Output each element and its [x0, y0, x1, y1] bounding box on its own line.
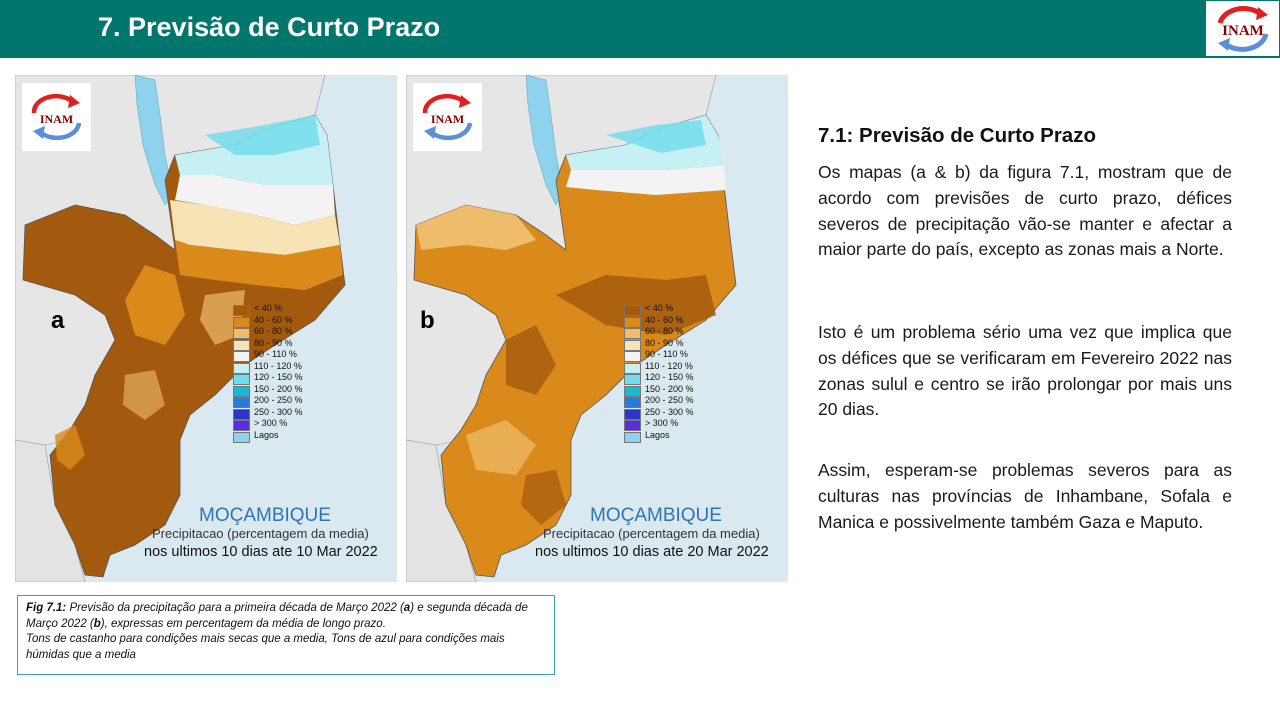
- map-subtitle: Precipitacao (percentagem da media): [543, 526, 760, 541]
- map-subtitle: Precipitacao (percentagem da media): [152, 526, 369, 541]
- caption-legend-note: Tons de castanho para condições mais sec…: [26, 633, 505, 661]
- map-period: nos ultimos 10 dias ate 20 Mar 2022: [535, 544, 769, 560]
- map-inam-logo: INAM: [413, 83, 482, 151]
- map-letter: b: [420, 307, 435, 334]
- paragraph-2: Isto é um problema sério uma vez que imp…: [818, 322, 1232, 420]
- paragraph-3: Assim, esperam-se problemas severos para…: [818, 460, 1232, 532]
- svg-text:INAM: INAM: [40, 112, 73, 126]
- map-country-title: MOÇAMBIQUE: [199, 505, 331, 526]
- map-period: nos ultimos 10 dias ate 10 Mar 2022: [144, 544, 378, 560]
- header-bar: 7. Previsão de Curto Prazo INAM: [0, 0, 1280, 58]
- map-inam-logo: INAM: [22, 83, 91, 151]
- inam-logo-text: INAM: [1222, 23, 1264, 39]
- section-title: 7.1: Previsão de Curto Prazo: [818, 124, 1096, 147]
- map-panel-b: INAM b < 40 % 40 - 60 % 60 - 80 % 80 - 9…: [406, 75, 788, 582]
- caption-label: Fig 7.1:: [26, 602, 67, 614]
- map-panel-a: INAM a < 40 % 40 - 60 % 60 - 80 % 80 - 9…: [15, 75, 397, 582]
- map-country-title: MOÇAMBIQUE: [590, 505, 722, 526]
- paragraph-1: Os mapas (a & b) da figura 7.1, mostram …: [818, 162, 1232, 260]
- map-letter: a: [51, 307, 65, 334]
- page-title: 7. Previsão de Curto Prazo: [98, 12, 441, 42]
- figure-caption: Fig 7.1: Previsão da precipitação para a…: [17, 595, 555, 675]
- svg-text:INAM: INAM: [431, 112, 464, 126]
- inam-logo: INAM: [1206, 1, 1279, 56]
